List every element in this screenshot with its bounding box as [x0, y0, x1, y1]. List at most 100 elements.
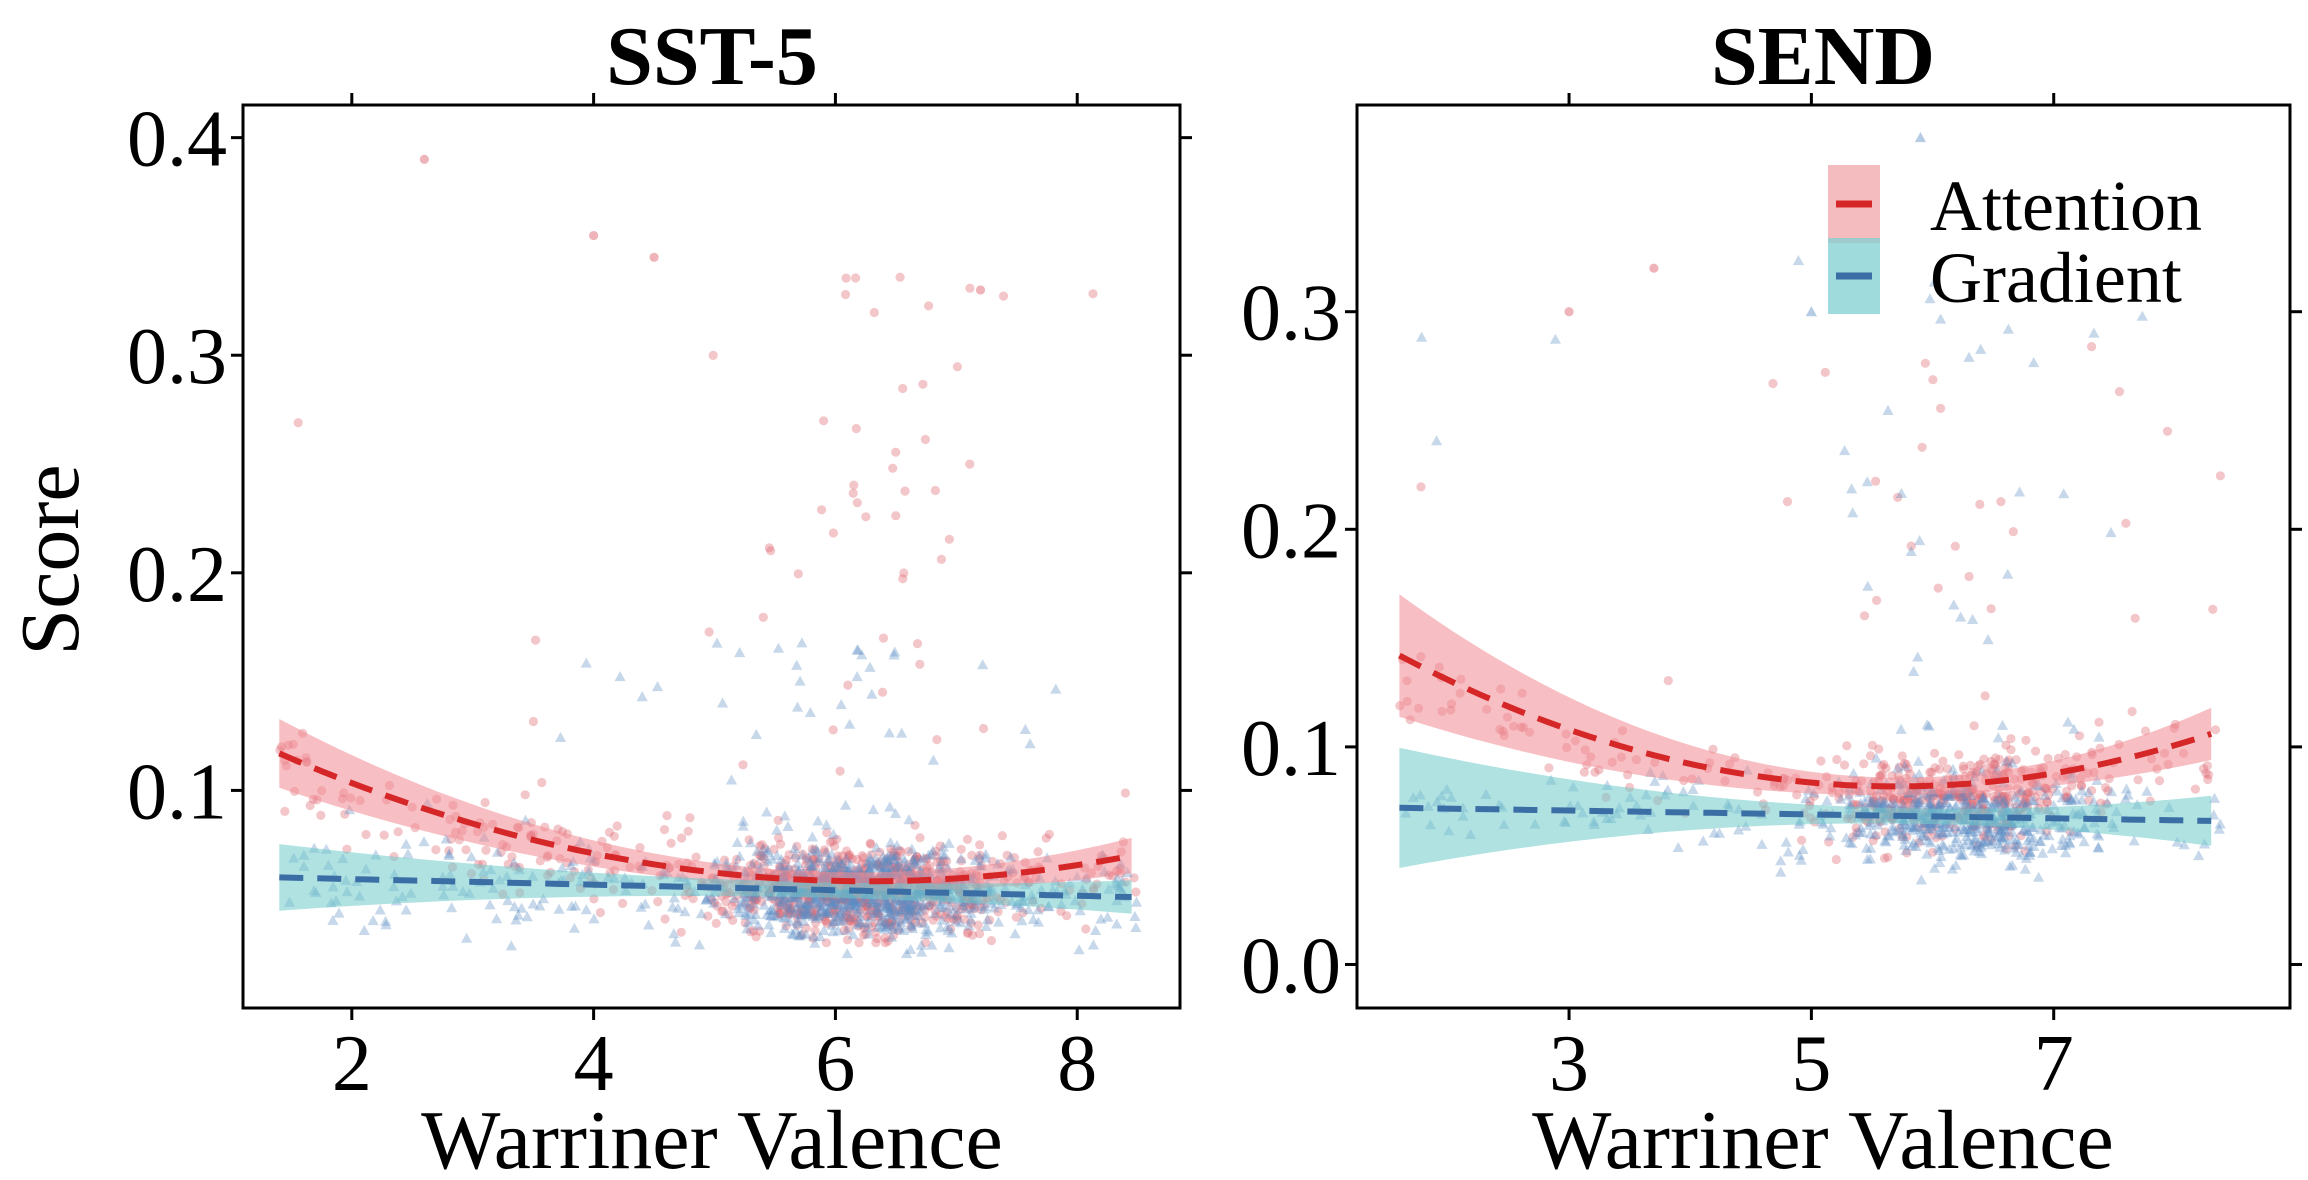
scatter-point-attention [852, 908, 862, 919]
scatter-point-gradient [864, 862, 876, 873]
scatter-point-attention [969, 904, 980, 914]
scatter-point-attention [810, 926, 820, 936]
scatter-point-gradient [1899, 819, 1911, 830]
scatter-point-attention [843, 924, 854, 934]
scatter-point-attention [361, 829, 371, 840]
scatter-point-gradient [1982, 835, 1994, 846]
scatter-point-attention [915, 833, 925, 843]
trend-line-gradient [279, 874, 1132, 900]
scatter-point-gradient [1862, 580, 1874, 591]
scatter-point-gradient [865, 894, 877, 905]
scatter-point-gradient [2065, 795, 2077, 806]
scatter-point-gradient [877, 850, 889, 861]
scatter-point-attention [957, 904, 967, 914]
scatter-point-gradient [890, 849, 902, 860]
scatter-point-gradient [1994, 841, 2006, 852]
scatter-point-gradient [2034, 824, 2047, 835]
scatter-point-gradient [870, 859, 882, 870]
scatter-point-attention [1909, 795, 1919, 805]
scatter-point-attention [886, 920, 896, 930]
scatter-point-attention [1865, 751, 1876, 761]
scatter-point-gradient [1908, 665, 1920, 676]
scatter-point-attention [810, 845, 820, 855]
scatter-point-attention [898, 901, 908, 911]
scatter-point-gradient [791, 915, 804, 926]
scatter-point-gradient [900, 862, 912, 873]
scatter-point-attention [840, 289, 851, 300]
scatter-point-gradient [878, 919, 890, 930]
scatter-point-gradient [400, 904, 412, 915]
scatter-point-gradient [795, 927, 808, 938]
scatter-point-gradient [977, 659, 989, 670]
scatter-point-attention [861, 929, 871, 939]
scatter-point-gradient [1416, 331, 1428, 342]
scatter-point-gradient [1949, 821, 1961, 832]
scatter-point-attention [738, 760, 748, 770]
scatter-point-gradient [1887, 825, 1899, 836]
scatter-point-gradient [2024, 849, 2036, 860]
scatter-point-gradient [805, 860, 818, 871]
scatter-point-gradient [1027, 913, 1039, 924]
scatter-point-gradient [1948, 843, 1960, 854]
scatter-point-gradient [737, 897, 749, 908]
scatter-point-attention [1999, 798, 2009, 809]
scatter-point-gradient [955, 917, 967, 928]
scatter-point-attention [2036, 787, 2046, 797]
scatter-point-gradient [1032, 904, 1044, 915]
scatter-point-attention [802, 853, 812, 863]
scatter-point-gradient [1839, 445, 1851, 456]
scatter-point-attention [896, 908, 907, 918]
scatter-point-attention [2003, 757, 2013, 767]
scatter-point-attention [857, 859, 867, 869]
scatter-point-gradient [811, 846, 824, 857]
y-tick-label: 0.1 [127, 748, 227, 836]
scatter-point-attention [806, 909, 816, 919]
scatter-point-gradient [904, 901, 916, 912]
scatter-point-gradient [1942, 789, 1955, 800]
scatter-point-gradient [1956, 821, 1968, 831]
scatter-point-attention [775, 900, 785, 910]
scatter-point-gradient [844, 911, 856, 922]
scatter-point-gradient [1915, 874, 1927, 885]
scatter-point-gradient [800, 898, 812, 909]
scatter-point-gradient [909, 896, 921, 907]
scatter-point-gradient [367, 915, 379, 926]
scatter-point-attention [1896, 798, 1906, 809]
scatter-point-attention [815, 902, 825, 912]
scatter-point-attention [946, 924, 956, 934]
scatter-point-attention [305, 800, 315, 811]
scatter-point-gradient [934, 901, 946, 912]
scatter-point-attention [740, 918, 750, 928]
scatter-point-gradient [1015, 902, 1027, 913]
scatter-point-attention [531, 635, 541, 645]
scatter-point-gradient [871, 897, 883, 908]
scatter-point-gradient [833, 899, 845, 910]
scatter-point-gradient [823, 904, 835, 915]
scatter-point-attention [882, 919, 893, 929]
scatter-point-gradient [1936, 826, 1948, 837]
scatter-point-gradient [1932, 842, 1944, 853]
scatter-point-gradient [881, 898, 894, 909]
scatter-point-gradient [838, 898, 850, 909]
scatter-point-attention [2140, 726, 2151, 736]
scatter-point-attention [896, 846, 906, 857]
chart-title: SST-5 [606, 10, 818, 103]
scatter-point-gradient [764, 910, 777, 921]
scatter-point-attention [831, 904, 841, 915]
scatter-point-gradient [888, 853, 900, 864]
scatter-point-attention [904, 846, 914, 857]
scatter-point-attention [894, 917, 904, 927]
scatter-point-attention [963, 927, 973, 937]
scatter-point-gradient [888, 849, 900, 860]
scatter-point-attention [801, 923, 811, 933]
scatter-point-gradient [808, 930, 820, 941]
scatter-point-gradient [1880, 836, 1892, 847]
scatter-point-attention [2021, 793, 2032, 803]
outlier-point-gradient [1805, 306, 1817, 317]
scatter-point-attention [886, 844, 896, 854]
scatter-point-gradient [1972, 799, 1984, 810]
scatter-point-attention [796, 909, 806, 919]
scatter-point-gradient [1926, 823, 1939, 834]
scatter-point-attention [1877, 796, 1887, 806]
scatter-point-attention [920, 434, 931, 445]
